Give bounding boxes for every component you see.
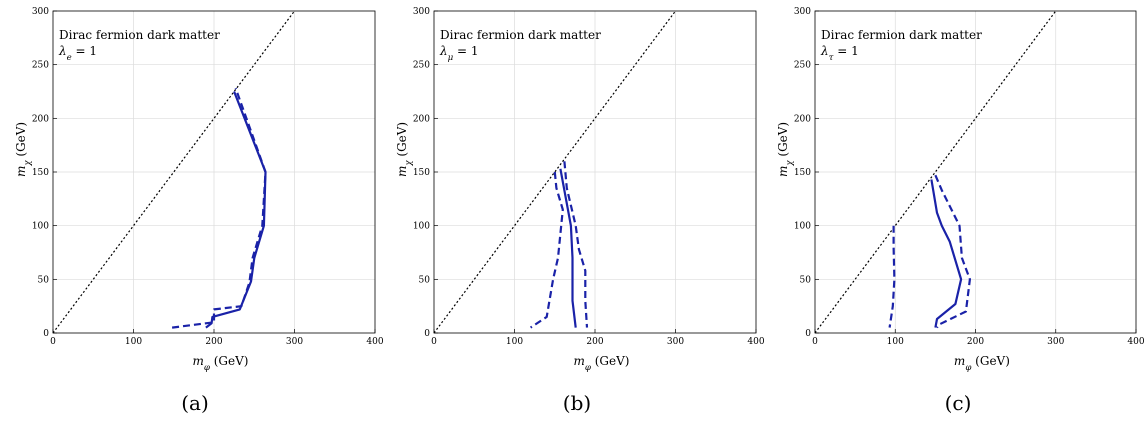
x-tick-label: 400	[1127, 337, 1144, 347]
y-tick-label: 100	[413, 222, 430, 232]
y-axis-label: mχ (GeV)	[776, 122, 795, 177]
y-tick-label: 50	[419, 275, 431, 285]
y-tick-label: 50	[800, 275, 812, 285]
series-dashed-line-1	[888, 225, 896, 328]
series-dashed-line-2	[934, 174, 972, 329]
chart-panel-c: 0 100 200 300 400 0 50 100 150 200 250 300 Dirac fer…	[776, 7, 1145, 415]
series-solid-line-0	[205, 91, 267, 329]
y-axis-label: mχ (GeV)	[395, 122, 414, 177]
y-tick-label: 200	[413, 114, 430, 124]
chart-panel-b: 0 100 200 300 400 0 50 100 150 200 250 300 Dirac fer…	[395, 7, 765, 415]
y-tick-label: 200	[794, 114, 811, 124]
x-tick-label: 300	[286, 337, 303, 347]
x-tick-label: 300	[1047, 337, 1064, 347]
y-tick-label: 150	[32, 168, 49, 178]
y-tick-label: 0	[424, 329, 430, 339]
panel-caption: (c)	[945, 391, 972, 415]
y-tick-label: 50	[38, 275, 50, 285]
series-dashed-line-1	[529, 171, 564, 329]
x-tick-label: 200	[967, 337, 984, 347]
chart-panel-a: 0 100 200 300 400 0 50 100 150 200 250 300 Dirac fer…	[14, 7, 384, 415]
y-axis-label: mχ (GeV)	[14, 122, 33, 177]
x-tick-label: 200	[205, 337, 222, 347]
y-tick-label: 250	[413, 61, 430, 71]
annotation-title: Dirac fermion dark matter	[440, 28, 601, 42]
y-tick-label: 0	[43, 329, 49, 339]
series-solid-line-0	[559, 168, 577, 328]
x-axis-label: mφ (GeV)	[954, 354, 1010, 373]
x-tick-label: 100	[887, 337, 904, 347]
y-tick-label: 150	[794, 168, 811, 178]
x-tick-label: 0	[431, 337, 437, 347]
y-tick-label: 300	[32, 7, 49, 17]
panel-caption: (a)	[181, 391, 209, 415]
y-tick-label: 150	[413, 168, 430, 178]
y-tick-label: 0	[805, 329, 811, 339]
x-tick-label: 100	[125, 337, 142, 347]
annotation-title: Dirac fermion dark matter	[821, 28, 982, 42]
annotation-title: Dirac fermion dark matter	[59, 28, 220, 42]
x-tick-label: 400	[366, 337, 383, 347]
y-tick-label: 100	[32, 222, 49, 232]
annotation-coupling: λτ = 1	[820, 44, 859, 63]
x-tick-label: 100	[506, 337, 523, 347]
panel-caption: (b)	[563, 391, 591, 415]
x-axis-label: mφ (GeV)	[192, 354, 248, 373]
y-tick-label: 250	[32, 61, 49, 71]
series-dashed-line-1	[171, 87, 267, 329]
x-tick-label: 0	[50, 337, 56, 347]
x-axis-label: mφ (GeV)	[573, 354, 629, 373]
y-tick-label: 100	[794, 222, 811, 232]
x-tick-label: 300	[667, 337, 684, 347]
series-dashed-line-2	[563, 161, 589, 328]
series-solid-line-0	[930, 179, 963, 328]
x-tick-label: 0	[812, 337, 818, 347]
annotation-coupling: λe = 1	[58, 44, 97, 63]
annotation-coupling: λμ = 1	[439, 44, 479, 63]
x-tick-label: 400	[747, 337, 764, 347]
y-tick-label: 300	[413, 7, 430, 17]
y-tick-label: 300	[794, 7, 811, 17]
x-tick-label: 200	[586, 337, 603, 347]
y-tick-label: 250	[794, 61, 811, 71]
y-tick-label: 200	[32, 114, 49, 124]
